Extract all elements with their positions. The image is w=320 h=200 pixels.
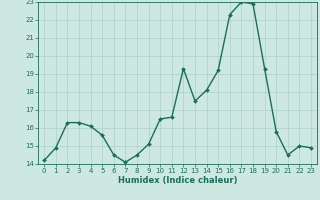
X-axis label: Humidex (Indice chaleur): Humidex (Indice chaleur) [118,176,237,185]
